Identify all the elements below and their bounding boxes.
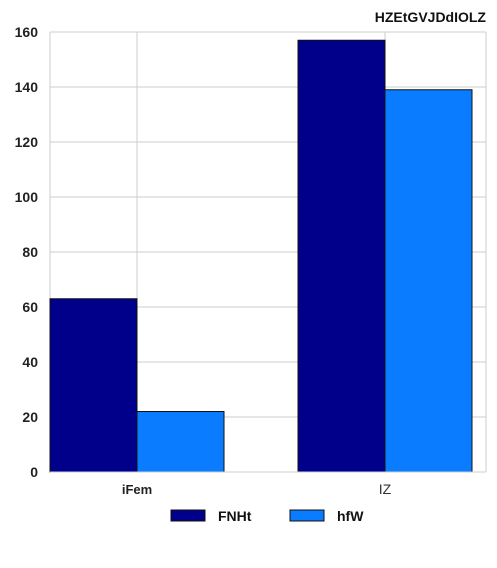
bar-FNHt-iFem <box>49 298 138 473</box>
bar-hfW-IZ <box>384 89 473 473</box>
y-tick-label: 40 <box>22 354 38 370</box>
y-tick-label: 140 <box>15 79 39 95</box>
legend-label-hfW: hfW <box>337 508 364 524</box>
y-tick-label: 120 <box>15 134 39 150</box>
legend: FNHt hfW <box>170 508 364 524</box>
plot-area: 0 20 40 60 80 100 120 140 160 iFem IZ <box>15 24 487 497</box>
y-tick-label: 100 <box>15 189 39 205</box>
y-tick-label: 80 <box>22 244 38 260</box>
legend-label-FNHt: FNHt <box>218 508 252 524</box>
chart-title: HZEtGVJDdIOLZ <box>375 9 487 25</box>
y-tick-label: 20 <box>22 409 38 425</box>
legend-swatch-hfW <box>289 509 325 522</box>
x-tick-label: iFem <box>122 482 152 497</box>
y-tick-label: 160 <box>15 24 39 40</box>
y-tick-label: 60 <box>22 299 38 315</box>
bar-hfW-iFem <box>136 411 225 473</box>
x-tick-label: IZ <box>379 481 392 497</box>
bar-FNHt-IZ <box>297 39 386 473</box>
y-tick-label: 0 <box>30 464 38 480</box>
legend-swatch-FNHt <box>170 509 206 522</box>
